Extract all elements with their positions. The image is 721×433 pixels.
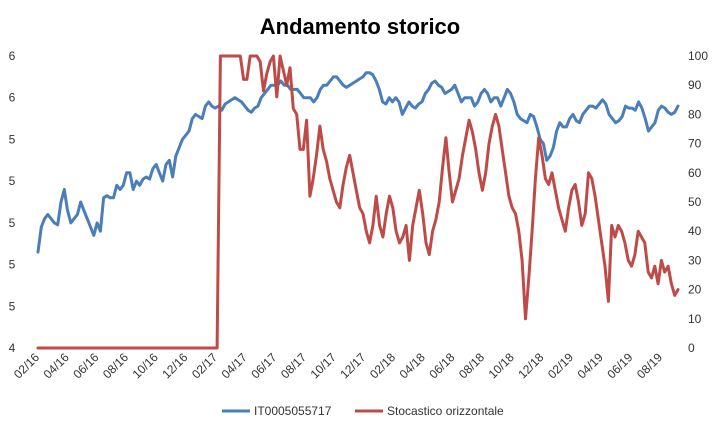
left-axis-tick-label: 4 (9, 341, 16, 355)
right-axis-tick-label: 10 (688, 312, 702, 326)
x-axis-tick-label: 10/16 (130, 350, 161, 381)
x-axis-tick-label: 10/17 (308, 350, 339, 381)
x-axis-tick-label: 08/16 (100, 350, 131, 381)
legend-label: IT0005055717 (254, 404, 332, 418)
x-axis-ticks: 02/1604/1606/1608/1610/1612/1602/1704/17… (11, 350, 665, 381)
chart-title: Andamento storico (260, 14, 460, 39)
left-axis-tick-label: 5 (9, 258, 16, 272)
right-axis-tick-label: 70 (688, 137, 702, 151)
x-axis-tick-label: 12/17 (337, 350, 368, 381)
x-axis-tick-label: 08/18 (456, 350, 487, 381)
x-axis-tick-label: 08/19 (634, 350, 665, 381)
right-axis-tick-label: 30 (688, 253, 702, 267)
x-axis-tick-label: 04/16 (41, 350, 72, 381)
x-axis-tick-label: 04/18 (397, 350, 428, 381)
x-axis-tick-label: 12/16 (159, 350, 190, 381)
left-axis-ticks: 4 5 5 5 5 5 6 6 (9, 49, 16, 355)
right-axis-tick-label: 0 (688, 341, 695, 355)
x-axis-tick-label: 04/19 (575, 350, 606, 381)
left-axis-tick-label: 5 (9, 174, 16, 188)
left-axis-tick-label: 5 (9, 216, 16, 230)
legend: IT0005055717 Stocastico orizzontale (222, 404, 504, 418)
x-axis-tick-label: 02/16 (11, 350, 42, 381)
x-axis-tick-label: 06/19 (604, 350, 635, 381)
right-axis-tick-label: 60 (688, 166, 702, 180)
right-axis-ticks: 0 10 20 30 40 50 60 70 80 90 100 (688, 49, 708, 355)
x-axis-tick-label: 12/18 (515, 350, 546, 381)
x-axis-tick-label: 02/17 (189, 350, 220, 381)
x-axis-tick-label: 06/16 (70, 350, 101, 381)
right-axis-tick-label: 20 (688, 283, 702, 297)
right-axis-tick-label: 50 (688, 195, 702, 209)
left-axis-tick-label: 6 (9, 91, 16, 105)
right-axis-tick-label: 80 (688, 107, 702, 121)
x-axis-tick-label: 06/17 (248, 350, 279, 381)
left-axis-tick-label: 5 (9, 132, 16, 146)
x-axis-tick-label: 10/18 (486, 350, 517, 381)
x-axis-tick-label: 04/17 (219, 350, 250, 381)
right-axis-tick-label: 40 (688, 224, 702, 238)
series-line-stocastico-orizzontale (36, 54, 680, 350)
legend-label: Stocastico orizzontale (387, 404, 504, 418)
series-line-it0005055717 (36, 71, 680, 254)
x-axis-tick-label: 02/18 (367, 350, 398, 381)
x-axis-tick-label: 06/18 (426, 350, 457, 381)
right-axis-tick-label: 100 (688, 49, 708, 63)
left-axis-tick-label: 6 (9, 49, 16, 63)
plot-area (36, 54, 680, 350)
x-axis-tick-label: 08/17 (278, 350, 309, 381)
left-axis-tick-label: 5 (9, 299, 16, 313)
x-axis-tick-label: 02/19 (545, 350, 576, 381)
right-axis-tick-label: 90 (688, 78, 702, 92)
